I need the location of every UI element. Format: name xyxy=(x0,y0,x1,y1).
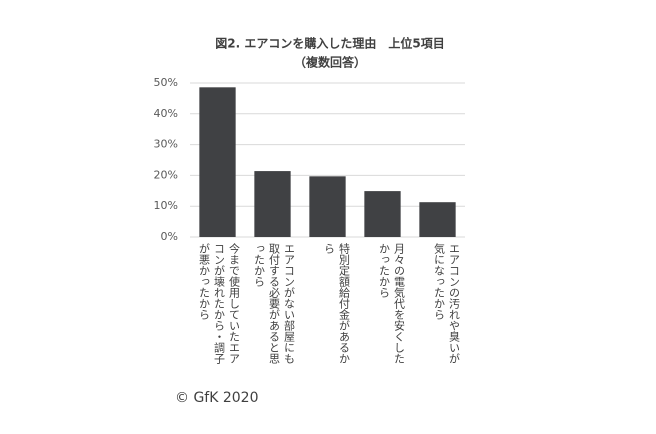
x-tick-label: 月々の電気代を安くしたかったから xyxy=(377,243,406,364)
bar xyxy=(254,171,291,237)
chart-subtitle: （複数回答） xyxy=(294,55,366,70)
bar xyxy=(364,191,401,237)
bar xyxy=(419,202,456,237)
y-tick-label: 30% xyxy=(154,138,178,151)
x-tick-label: 今まで使用していたエアコンが壊れたから・調子が悪かったから xyxy=(197,243,241,364)
y-tick-label: 40% xyxy=(154,107,178,120)
x-tick-label: 特別定額給付金があるから xyxy=(322,243,351,364)
source: © GfK 2020 xyxy=(175,390,259,406)
y-tick-label: 50% xyxy=(154,76,178,89)
bar xyxy=(199,87,236,237)
y-tick-label: 0% xyxy=(161,230,178,243)
y-tick-label: 20% xyxy=(154,168,178,181)
x-tick-label: エアコンの汚れや臭いが気になったから xyxy=(432,243,461,364)
y-tick-label: 10% xyxy=(154,199,178,212)
bar xyxy=(309,176,346,237)
chart-title: 図2. エアコンを購入した理由 上位5項目 xyxy=(215,36,444,51)
x-tick-label: エアコンがない部屋にも取付する必要があると思ったから xyxy=(252,243,296,364)
